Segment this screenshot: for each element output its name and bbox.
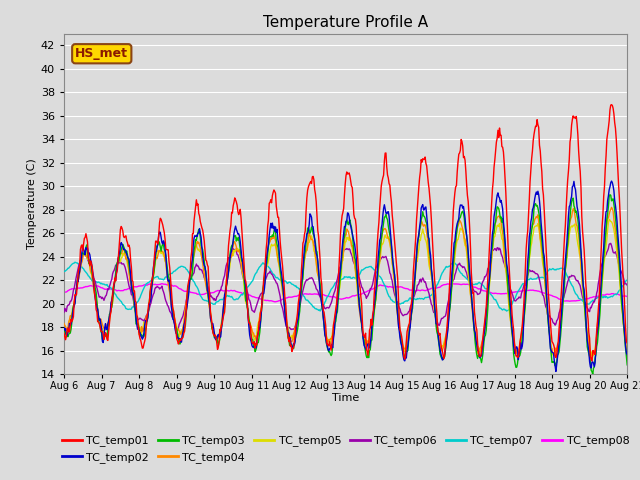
TC_temp04 — [623, 353, 631, 359]
TC_temp04 — [431, 306, 438, 312]
TC_temp02 — [608, 178, 616, 184]
TC_temp01 — [60, 330, 68, 336]
TC_temp03 — [186, 277, 193, 283]
TC_temp08 — [70, 286, 78, 291]
TC_temp07 — [128, 304, 136, 310]
TC_temp02 — [60, 325, 68, 331]
X-axis label: Time: Time — [332, 393, 359, 403]
TC_temp05 — [215, 331, 223, 337]
TC_temp02 — [215, 334, 223, 340]
TC_temp04 — [60, 321, 68, 326]
TC_temp01 — [215, 338, 223, 344]
TC_temp06 — [186, 277, 194, 283]
TC_temp04 — [70, 299, 78, 305]
TC_temp03 — [414, 238, 422, 243]
TC_temp06 — [173, 328, 180, 334]
TC_temp01 — [623, 340, 631, 346]
TC_temp03 — [623, 362, 631, 368]
TC_temp05 — [431, 309, 438, 314]
TC_temp07 — [316, 308, 324, 314]
TC_temp04 — [588, 357, 596, 363]
TC_temp03 — [431, 301, 438, 307]
TC_temp05 — [70, 299, 78, 305]
TC_temp06 — [431, 312, 439, 317]
Y-axis label: Temperature (C): Temperature (C) — [26, 158, 36, 250]
TC_temp01 — [186, 275, 193, 280]
TC_temp01 — [414, 194, 422, 200]
Line: TC_temp06: TC_temp06 — [64, 243, 627, 331]
Title: Temperature Profile A: Temperature Profile A — [263, 15, 428, 30]
TC_temp08 — [128, 285, 136, 290]
TC_temp07 — [415, 296, 422, 301]
TC_temp02 — [186, 284, 193, 289]
TC_temp07 — [451, 259, 458, 265]
TC_temp07 — [623, 277, 631, 283]
TC_temp01 — [608, 102, 616, 108]
TC_temp01 — [70, 300, 78, 306]
TC_temp07 — [70, 260, 78, 266]
TC_temp01 — [588, 358, 596, 364]
TC_temp03 — [215, 340, 223, 346]
TC_temp07 — [431, 286, 439, 292]
TC_temp01 — [431, 276, 438, 282]
TC_temp06 — [70, 286, 78, 291]
TC_temp03 — [70, 301, 78, 307]
TC_temp06 — [60, 309, 68, 315]
TC_temp06 — [607, 240, 614, 246]
TC_temp01 — [128, 277, 136, 283]
TC_temp05 — [186, 284, 193, 290]
TC_temp06 — [623, 282, 631, 288]
TC_temp06 — [415, 281, 422, 287]
TC_temp05 — [414, 251, 422, 256]
TC_temp07 — [60, 268, 68, 274]
Legend: TC_temp01, TC_temp02, TC_temp03, TC_temp04, TC_temp05, TC_temp06, TC_temp07, TC_: TC_temp01, TC_temp02, TC_temp03, TC_temp… — [58, 431, 634, 468]
TC_temp04 — [186, 279, 193, 285]
Line: TC_temp08: TC_temp08 — [64, 284, 627, 302]
TC_temp03 — [60, 325, 68, 331]
TC_temp05 — [588, 353, 596, 359]
TC_temp03 — [128, 284, 136, 290]
Line: TC_temp05: TC_temp05 — [64, 219, 627, 356]
TC_temp02 — [623, 352, 631, 358]
TC_temp06 — [128, 292, 136, 298]
TC_temp08 — [186, 289, 194, 295]
TC_temp05 — [128, 287, 136, 292]
TC_temp04 — [128, 287, 136, 293]
Text: HS_met: HS_met — [76, 47, 128, 60]
TC_temp08 — [432, 285, 440, 291]
TC_temp08 — [158, 281, 166, 287]
TC_temp08 — [271, 299, 279, 305]
TC_temp04 — [608, 204, 616, 210]
TC_temp08 — [60, 289, 68, 295]
TC_temp02 — [431, 302, 438, 308]
Line: TC_temp03: TC_temp03 — [64, 195, 627, 374]
TC_temp02 — [552, 369, 560, 374]
TC_temp08 — [623, 294, 631, 300]
TC_temp08 — [216, 288, 224, 294]
TC_temp04 — [215, 332, 223, 338]
TC_temp05 — [605, 216, 613, 222]
TC_temp05 — [623, 345, 631, 351]
Line: TC_temp04: TC_temp04 — [64, 207, 627, 360]
TC_temp02 — [70, 303, 78, 309]
TC_temp06 — [216, 288, 224, 293]
TC_temp04 — [414, 237, 422, 242]
TC_temp07 — [186, 270, 193, 276]
TC_temp02 — [414, 236, 422, 241]
TC_temp05 — [60, 329, 68, 335]
TC_temp03 — [589, 372, 596, 377]
TC_temp07 — [215, 298, 223, 303]
TC_temp08 — [416, 288, 424, 293]
Line: TC_temp07: TC_temp07 — [64, 262, 627, 311]
TC_temp03 — [606, 192, 614, 198]
TC_temp02 — [128, 289, 136, 295]
Line: TC_temp02: TC_temp02 — [64, 181, 627, 372]
Line: TC_temp01: TC_temp01 — [64, 105, 627, 361]
